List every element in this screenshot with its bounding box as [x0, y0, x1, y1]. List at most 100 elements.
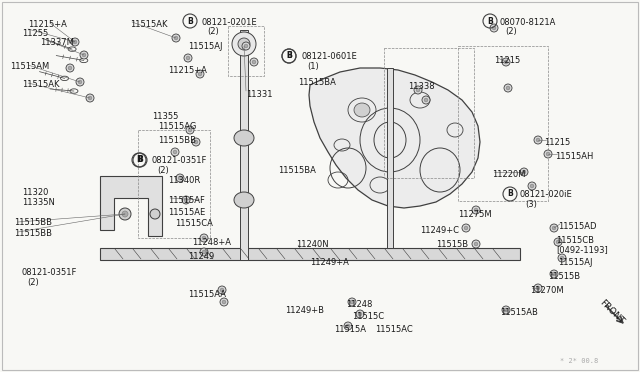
Circle shape: [244, 44, 248, 48]
Text: B: B: [507, 189, 513, 199]
Text: 11515BA: 11515BA: [278, 166, 316, 175]
Circle shape: [198, 72, 202, 76]
Circle shape: [472, 240, 480, 248]
Circle shape: [474, 242, 478, 246]
Circle shape: [73, 40, 77, 44]
Text: B: B: [187, 16, 193, 26]
Text: 11515AC: 11515AC: [375, 325, 413, 334]
Text: 11515CA: 11515CA: [175, 219, 213, 228]
Text: 11215+A: 11215+A: [168, 66, 207, 75]
Text: (2): (2): [207, 27, 219, 36]
Circle shape: [222, 300, 226, 304]
Text: 11515AB: 11515AB: [500, 308, 538, 317]
Text: 11515AA: 11515AA: [188, 290, 226, 299]
Text: 11220M: 11220M: [492, 170, 525, 179]
Text: 11515B: 11515B: [436, 240, 468, 249]
Circle shape: [252, 60, 256, 64]
Text: B: B: [487, 16, 493, 26]
Text: 11331: 11331: [246, 90, 273, 99]
Circle shape: [552, 272, 556, 276]
Circle shape: [534, 136, 542, 144]
Circle shape: [464, 226, 468, 230]
Text: 08121-020iE: 08121-020iE: [520, 190, 573, 199]
Circle shape: [192, 138, 200, 146]
Circle shape: [558, 254, 566, 262]
Circle shape: [346, 324, 350, 328]
Circle shape: [174, 36, 178, 40]
Circle shape: [172, 34, 180, 42]
Text: B: B: [286, 51, 292, 61]
Circle shape: [502, 58, 510, 66]
Circle shape: [554, 238, 562, 246]
Text: 11515BB: 11515BB: [14, 229, 52, 238]
Text: 11215: 11215: [544, 138, 570, 147]
Circle shape: [536, 286, 540, 290]
Text: 11515BB: 11515BB: [14, 218, 52, 227]
Text: 11515C: 11515C: [352, 312, 384, 321]
Circle shape: [520, 168, 528, 176]
Circle shape: [220, 298, 228, 306]
Text: 11515CB: 11515CB: [556, 236, 594, 245]
Text: 11515AK: 11515AK: [22, 80, 60, 89]
Text: 11215+A: 11215+A: [28, 20, 67, 29]
Text: 11249+B: 11249+B: [285, 306, 324, 315]
Circle shape: [350, 300, 354, 304]
Text: 11255: 11255: [22, 29, 48, 38]
Circle shape: [184, 54, 192, 62]
Circle shape: [220, 288, 224, 292]
Ellipse shape: [234, 192, 254, 208]
Circle shape: [472, 206, 480, 214]
Circle shape: [556, 240, 560, 244]
Text: 11515A: 11515A: [334, 325, 366, 334]
Bar: [240, 30, 248, 260]
Circle shape: [504, 308, 508, 312]
Text: 11248: 11248: [346, 300, 372, 309]
Text: 08121-0351F: 08121-0351F: [152, 156, 207, 165]
Circle shape: [188, 128, 192, 132]
Circle shape: [422, 96, 430, 104]
Text: 11249+A: 11249+A: [310, 258, 349, 267]
Polygon shape: [100, 176, 162, 236]
Text: 11515AJ: 11515AJ: [188, 42, 223, 51]
Circle shape: [178, 176, 182, 180]
Circle shape: [528, 182, 536, 190]
Circle shape: [502, 306, 510, 314]
Circle shape: [194, 140, 198, 144]
Text: B: B: [136, 155, 142, 164]
Circle shape: [82, 53, 86, 57]
Circle shape: [522, 170, 526, 174]
Circle shape: [202, 250, 206, 254]
Circle shape: [218, 286, 226, 294]
Circle shape: [544, 150, 552, 158]
Circle shape: [504, 84, 512, 92]
Text: 11515AH: 11515AH: [555, 152, 593, 161]
Text: 11320: 11320: [22, 188, 49, 197]
Bar: [138, 130, 210, 238]
Text: 11240N: 11240N: [296, 240, 328, 249]
Circle shape: [176, 174, 184, 182]
Circle shape: [186, 126, 194, 134]
Circle shape: [356, 310, 364, 318]
Circle shape: [474, 208, 478, 212]
Circle shape: [78, 80, 82, 84]
Text: 11215: 11215: [494, 56, 520, 65]
Text: (3): (3): [525, 200, 537, 209]
Bar: [384, 48, 474, 178]
Text: 11515BB: 11515BB: [158, 136, 196, 145]
Circle shape: [182, 196, 190, 204]
Circle shape: [552, 226, 556, 230]
Circle shape: [68, 66, 72, 70]
Text: 11515AJ: 11515AJ: [558, 258, 593, 267]
Text: (2): (2): [505, 27, 516, 36]
Text: 11337M: 11337M: [40, 38, 74, 47]
Circle shape: [242, 42, 250, 50]
Circle shape: [348, 298, 356, 306]
Text: 11340R: 11340R: [168, 176, 200, 185]
Ellipse shape: [234, 130, 254, 146]
Circle shape: [232, 32, 256, 56]
Circle shape: [344, 322, 352, 330]
Text: 11515AF: 11515AF: [168, 196, 205, 205]
Circle shape: [88, 96, 92, 100]
Circle shape: [534, 284, 542, 292]
Circle shape: [504, 60, 508, 64]
